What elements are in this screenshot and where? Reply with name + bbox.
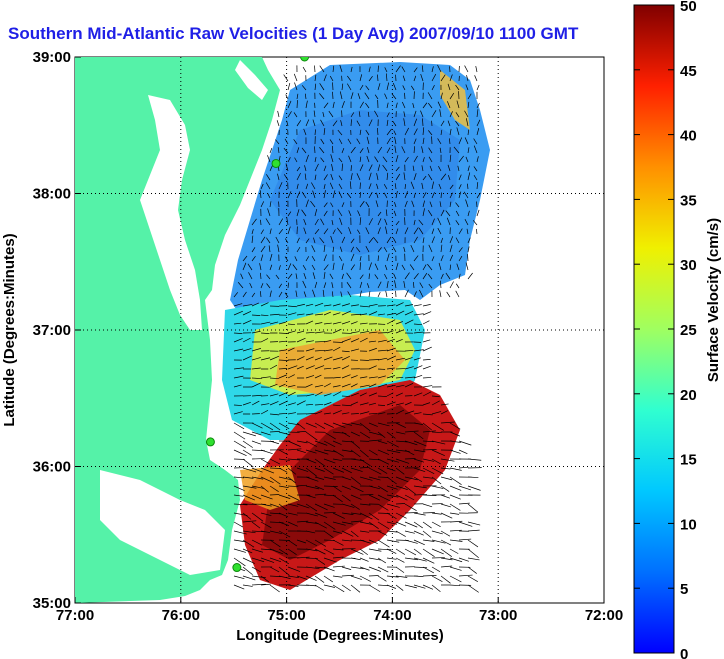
y-axis-ticks: 39:00 38:00 37:00 36:00 35:00 bbox=[33, 49, 81, 612]
x-tick-label: 75:00 bbox=[267, 607, 305, 624]
x-tick-label: 74:00 bbox=[373, 607, 411, 624]
grid-lines bbox=[75, 57, 604, 603]
colorbar-tick-label: 25 bbox=[680, 322, 697, 339]
colorbar-tick-label: 30 bbox=[680, 257, 697, 274]
x-tick-label: 77:00 bbox=[56, 607, 94, 624]
velocity-vectors bbox=[233, 64, 482, 593]
colorbar-tick-label: 50 bbox=[680, 0, 697, 15]
radar-station-marker bbox=[300, 57, 310, 62]
x-axis-ticks: 77:00 76:00 75:00 74:00 73:00 72:00 bbox=[56, 597, 623, 624]
x-tick-label: 73:00 bbox=[479, 607, 517, 624]
colorbar-label: Surface Velocity (cm/s) bbox=[705, 218, 722, 382]
y-axis-label: Latitude (Degrees:Minutes) bbox=[1, 233, 18, 426]
y-tick-label: 37:00 bbox=[33, 322, 71, 339]
colorbar-tick-label: 20 bbox=[680, 387, 697, 404]
colorbar-tick-label: 10 bbox=[680, 516, 697, 533]
colorbar-tick-label: 15 bbox=[680, 452, 697, 469]
pamlico-sound bbox=[100, 470, 225, 575]
land-mass bbox=[75, 57, 280, 603]
map-title: Southern Mid-Atlantic Raw Velocities (1 … bbox=[8, 24, 579, 43]
y-tick-label: 38:00 bbox=[33, 186, 71, 203]
colorbar-tick-label: 5 bbox=[680, 581, 688, 598]
colorbar-tick-label: 35 bbox=[680, 192, 697, 209]
colorbar-tick-label: 40 bbox=[680, 128, 697, 145]
colorbar-tick-label: 45 bbox=[680, 63, 697, 80]
x-tick-label: 76:00 bbox=[162, 607, 200, 624]
x-axis-label: Longitude (Degrees:Minutes) bbox=[236, 627, 444, 644]
chesapeake-bay bbox=[140, 95, 202, 330]
radar-stations bbox=[205, 57, 310, 573]
y-tick-label: 36:00 bbox=[33, 459, 71, 476]
colorbar-tick-label: 0 bbox=[680, 646, 688, 659]
radar-station-marker bbox=[271, 158, 281, 168]
y-tick-label: 35:00 bbox=[33, 595, 71, 612]
radar-station-marker bbox=[205, 437, 215, 447]
y-tick-label: 39:00 bbox=[33, 49, 71, 66]
radar-station-marker bbox=[232, 563, 242, 573]
x-tick-label: 72:00 bbox=[585, 607, 623, 624]
delaware-bay bbox=[235, 60, 268, 100]
